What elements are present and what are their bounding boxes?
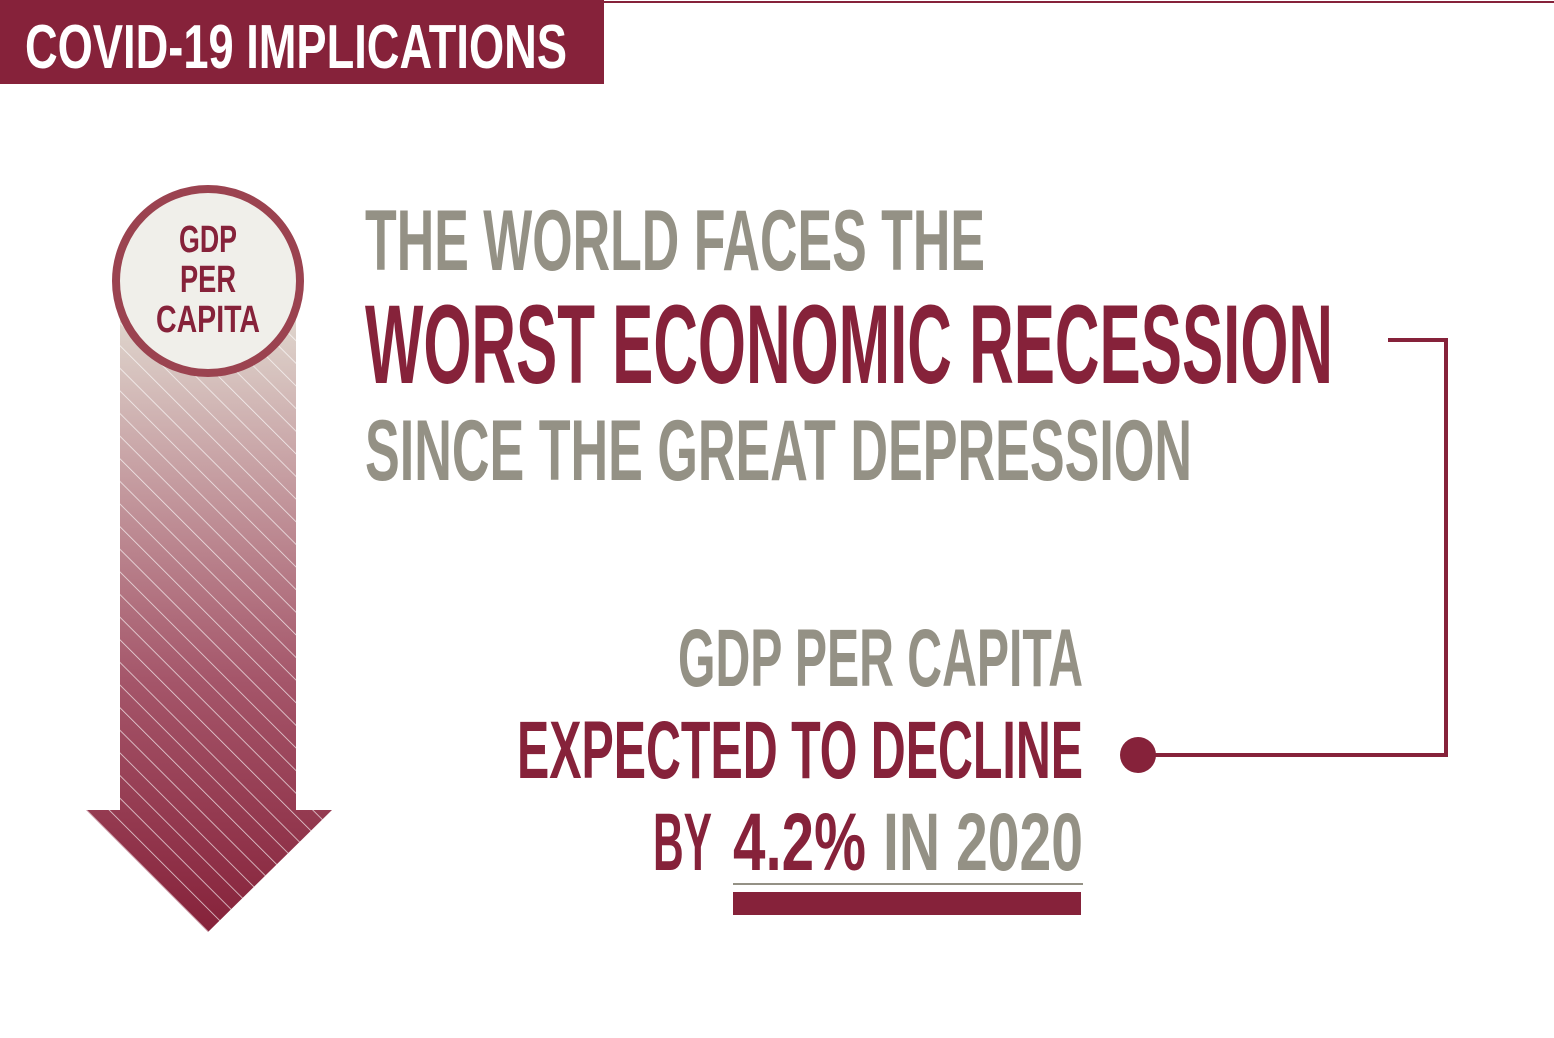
stat-text: BY: [653, 797, 712, 888]
badge-circle: [112, 185, 304, 377]
badge-line: GDP: [179, 219, 237, 261]
underline-bar: [733, 892, 1081, 915]
stat-text: IN 2020: [883, 797, 1083, 888]
stat-line: GDP PER CAPITA: [678, 613, 1083, 704]
down-arrow: [86, 300, 332, 932]
headline-line: SINCE THE GREAT DEPRESSION: [365, 403, 1192, 499]
badge-line: CAPITA: [156, 299, 260, 341]
stat-emphasis: EXPECTED TO DECLINE: [517, 705, 1083, 796]
connector-dot: [1120, 737, 1156, 773]
headline-line: THE WORLD FACES THE: [365, 193, 985, 289]
headline-emphasis: WORST ECONOMIC RECESSION: [365, 282, 1333, 407]
badge-line: PER: [180, 259, 236, 301]
stat-figure: 4.2%: [733, 797, 866, 888]
header-title: COVID-19 IMPLICATIONS: [25, 13, 567, 82]
header-box: [0, 0, 604, 84]
connector: [1140, 338, 1448, 757]
